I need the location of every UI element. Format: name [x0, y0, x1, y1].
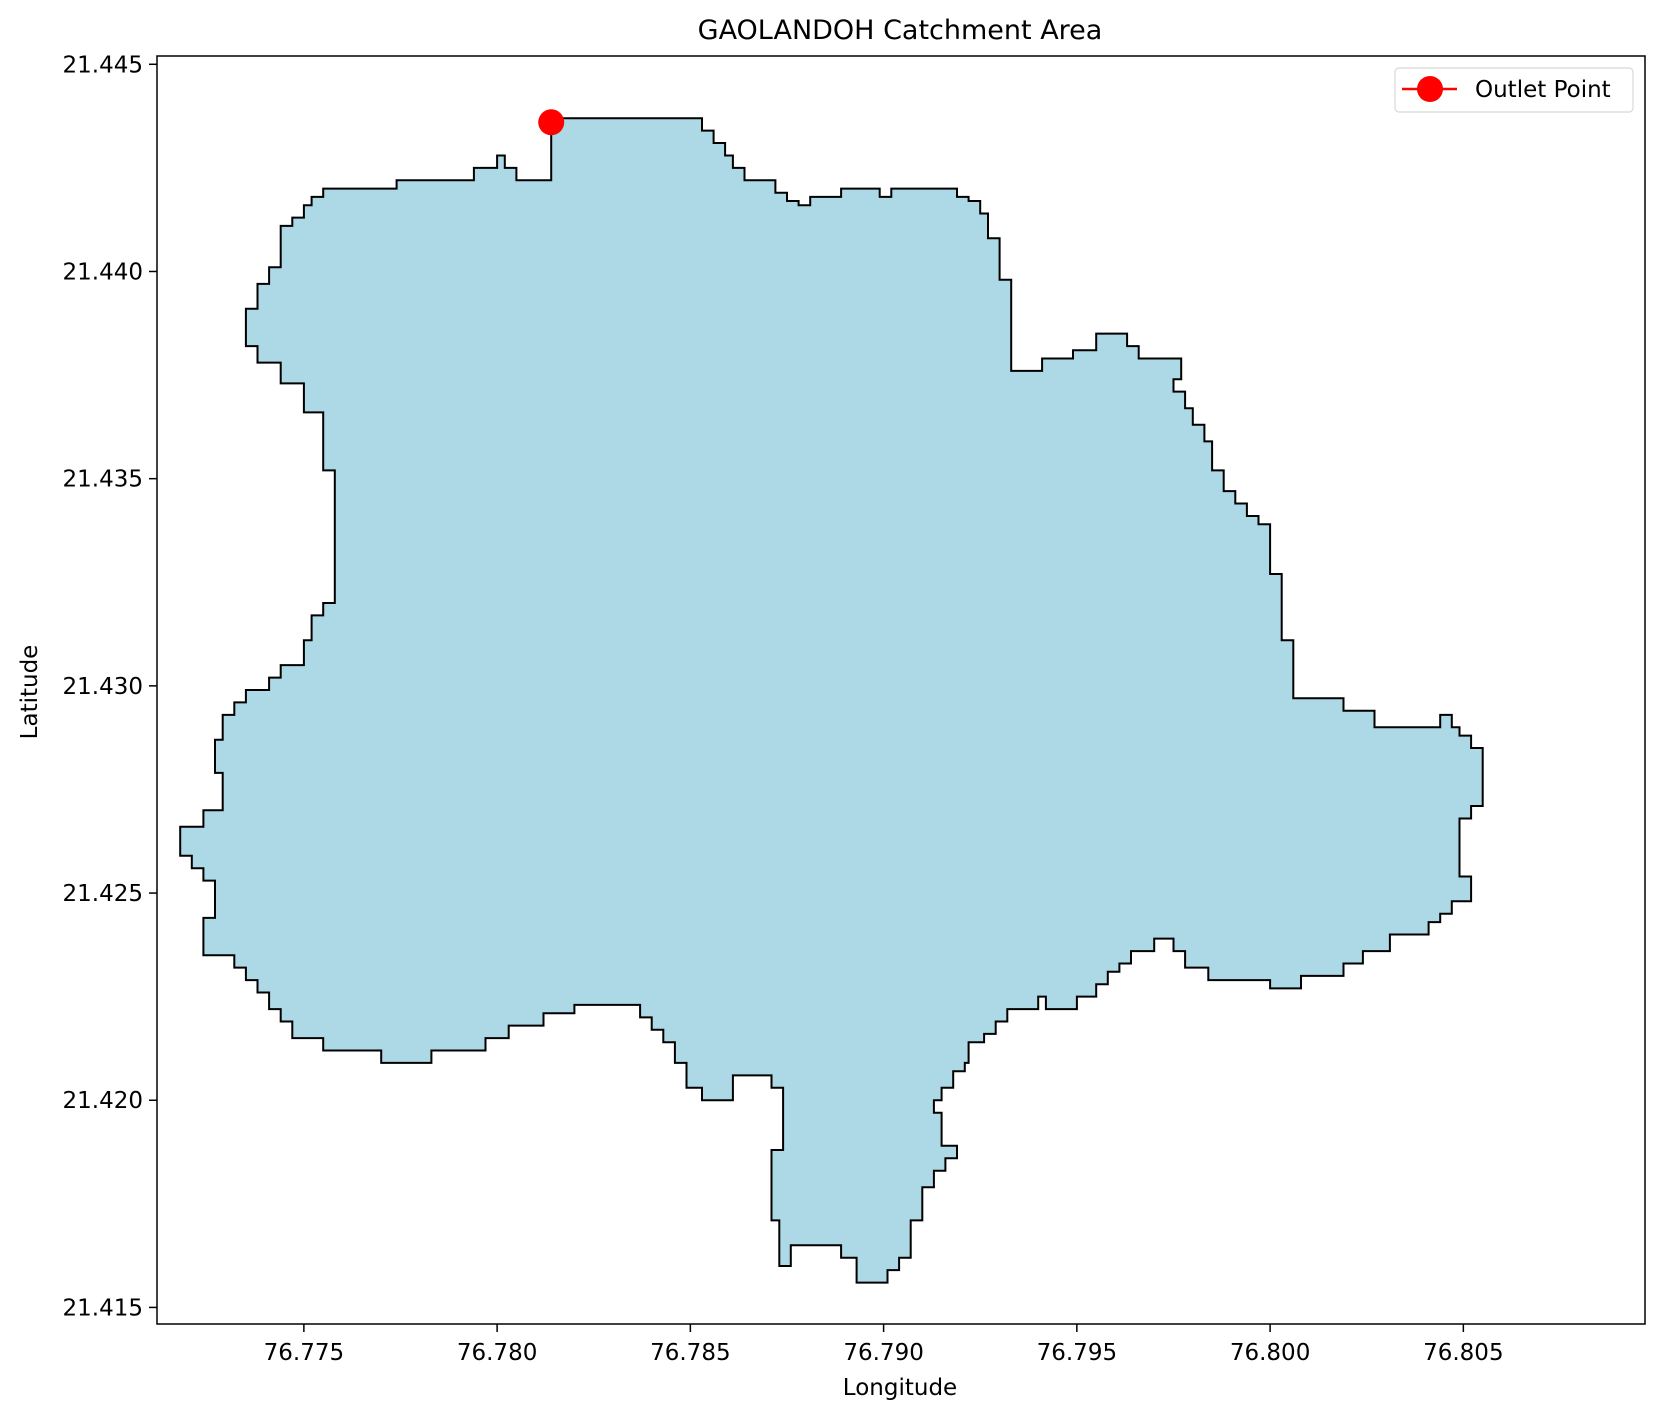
y-tick-label: 21.420: [63, 1088, 143, 1114]
outlet-point-marker: [538, 109, 565, 136]
legend-label: Outlet Point: [1475, 77, 1611, 103]
x-tick-label: 76.785: [650, 1340, 730, 1366]
legend-box: [1394, 67, 1634, 113]
y-axis-label: Latitude: [17, 645, 43, 740]
plot-area: [179, 109, 1484, 1284]
x-tick-label: 76.805: [1423, 1340, 1503, 1366]
catchment-polygon: [179, 117, 1484, 1284]
y-tick-label: 21.440: [63, 259, 143, 285]
y-tick-label: 21.430: [63, 674, 143, 700]
legend: Outlet Point: [1394, 67, 1634, 113]
y-tick-label: 21.415: [63, 1295, 143, 1321]
x-tick-label: 76.800: [1230, 1340, 1310, 1366]
chart-title: GAOLANDOH Catchment Area: [698, 15, 1103, 46]
y-tick-label: 21.445: [63, 52, 143, 78]
x-tick-label: 76.780: [457, 1340, 537, 1366]
axes-frame: [156, 55, 1646, 1325]
y-tick-label: 21.425: [63, 881, 143, 907]
legend-marker: [1417, 76, 1443, 102]
x-axis-ticks: 76.775 76.780 76.785 76.790 76.795 76.800 76.8…: [264, 1324, 1504, 1366]
x-tick-label: 76.790: [843, 1340, 923, 1366]
x-tick-label: 76.775: [264, 1340, 344, 1366]
x-axis-label: Longitude: [843, 1375, 957, 1401]
y-tick-label: 21.435: [63, 467, 143, 493]
y-axis-ticks: 21.415 21.420 21.425 21.430 21.435 21.440 21.4…: [63, 52, 157, 1321]
x-tick-label: 76.795: [1037, 1340, 1117, 1366]
